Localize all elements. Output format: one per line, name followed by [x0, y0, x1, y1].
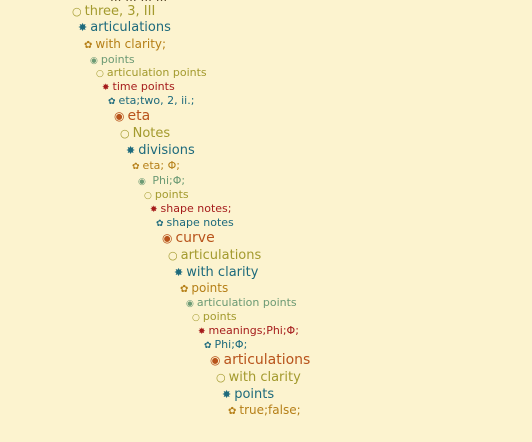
- asterisk-icon: ✸: [198, 327, 206, 337]
- tree-node[interactable]: ○ Notes: [120, 127, 170, 140]
- asterisk-icon: ✸: [150, 205, 158, 215]
- circle-dot-icon: ◉: [162, 231, 173, 245]
- circle-open-icon: ○: [216, 371, 226, 384]
- tree-node[interactable]: ✿ Phi;Φ;: [204, 339, 247, 351]
- asterisk-icon: ✸: [78, 21, 88, 34]
- tree-node-label: meanings;Phi;Φ;: [208, 324, 299, 337]
- tree-node[interactable]: ◉ Phi;Φ;: [138, 175, 185, 187]
- tree-node-label: shape notes;: [160, 202, 232, 215]
- tree-node-label: Notes: [132, 126, 171, 141]
- tree-node-label: articulation points: [196, 296, 297, 309]
- tree-node-label: points: [191, 281, 229, 295]
- circle-dot-icon: ◉: [138, 177, 146, 187]
- flower-icon: ✿: [84, 40, 93, 51]
- tree-node[interactable]: ◉ eta: [114, 109, 150, 123]
- tree-node-label: points: [100, 53, 135, 66]
- top-cutoff-text: ... ... ... ...: [110, 0, 167, 3]
- tree-node[interactable]: ○ articulations: [168, 249, 261, 262]
- flower-icon: ✿: [228, 406, 237, 417]
- tree-node-label: articulations: [90, 20, 171, 35]
- flower-icon: ✿: [180, 284, 189, 295]
- circle-dot-icon: ◉: [186, 299, 194, 309]
- tree-node[interactable]: ✸ with clarity: [174, 266, 258, 279]
- tree-node[interactable]: ✿ points: [180, 282, 228, 295]
- tree-node[interactable]: ◉ articulation points: [186, 297, 297, 309]
- flower-icon: ✿: [108, 97, 116, 107]
- tree-node-label: articulations: [180, 248, 262, 263]
- tree-node-label: with clarity;: [95, 37, 167, 51]
- circle-dot-icon: ◉: [90, 56, 98, 66]
- tree-node[interactable]: ✿ eta; Φ;: [132, 160, 180, 172]
- tree-node-label: shape notes: [166, 216, 234, 229]
- tree-node[interactable]: ✸ meanings;Phi;Φ;: [198, 325, 299, 337]
- flower-icon: ✿: [156, 219, 164, 229]
- tree-node-label: Phi;Φ;: [214, 338, 248, 351]
- tree-node[interactable]: ○ points: [192, 311, 237, 323]
- tree-node-label: true;false;: [239, 403, 301, 417]
- tree-node[interactable]: ○ points: [144, 189, 189, 201]
- circle-dot-icon: ◉: [114, 109, 125, 123]
- tree-node-label: with clarity: [186, 265, 259, 280]
- circle-open-icon: ○: [168, 249, 178, 262]
- tree-node-label: with clarity: [228, 370, 301, 385]
- tree-node-label: points: [234, 387, 275, 402]
- asterisk-icon: ✸: [126, 144, 136, 157]
- tree-node-label: articulation points: [106, 66, 207, 79]
- tree-node[interactable]: ✸ points: [222, 388, 274, 401]
- tree-node-label: articulations: [223, 352, 311, 368]
- tree-node[interactable]: ◉ articulations: [210, 353, 310, 367]
- asterisk-icon: ✸: [102, 83, 110, 93]
- tree-node[interactable]: ✿ with clarity;: [84, 38, 166, 51]
- tree-node[interactable]: ✿ true;false;: [228, 404, 301, 417]
- flower-icon: ✿: [132, 162, 140, 172]
- tree-node[interactable]: ◉ curve: [162, 231, 215, 245]
- tree-node[interactable]: ○ articulation points: [96, 67, 207, 79]
- circle-open-icon: ○: [120, 127, 130, 140]
- asterisk-icon: ✸: [222, 388, 232, 401]
- tree-node[interactable]: ✸ articulations: [78, 21, 171, 34]
- circle-dot-icon: ◉: [210, 353, 221, 367]
- circle-open-icon: ○: [96, 69, 104, 79]
- tree-node-label: eta;two, 2, ii.;: [118, 94, 195, 107]
- tree-node[interactable]: ✿ eta;two, 2, ii.;: [108, 95, 194, 107]
- circle-open-icon: ○: [192, 313, 200, 323]
- tree-node-label: points: [202, 310, 237, 323]
- tree-node-label: time points: [112, 80, 175, 93]
- tree-node-label: eta: [127, 108, 151, 124]
- circle-open-icon: ○: [144, 191, 152, 201]
- tree-node[interactable]: ✿ shape notes: [156, 217, 234, 229]
- tree-node[interactable]: ◉ points: [90, 54, 135, 66]
- tree-node-label: Phi;Φ;: [148, 174, 186, 187]
- tree-node-label: points: [154, 188, 189, 201]
- asterisk-icon: ✸: [174, 266, 184, 279]
- tree-node-label: divisions: [138, 143, 195, 158]
- tree-node[interactable]: ✸ time points: [102, 81, 175, 93]
- tree-node[interactable]: ○ with clarity: [216, 371, 301, 384]
- tree-node-label: curve: [175, 230, 215, 246]
- tree-node[interactable]: ○ three, 3, III: [72, 5, 155, 18]
- tree-node-label: eta; Φ;: [142, 159, 180, 172]
- tree-node[interactable]: ✸ divisions: [126, 144, 195, 157]
- circle-open-icon: ○: [72, 5, 82, 18]
- flower-icon: ✿: [204, 341, 212, 351]
- tree-node-label: three, 3, III: [84, 4, 156, 19]
- tree-node[interactable]: ✸ shape notes;: [150, 203, 231, 215]
